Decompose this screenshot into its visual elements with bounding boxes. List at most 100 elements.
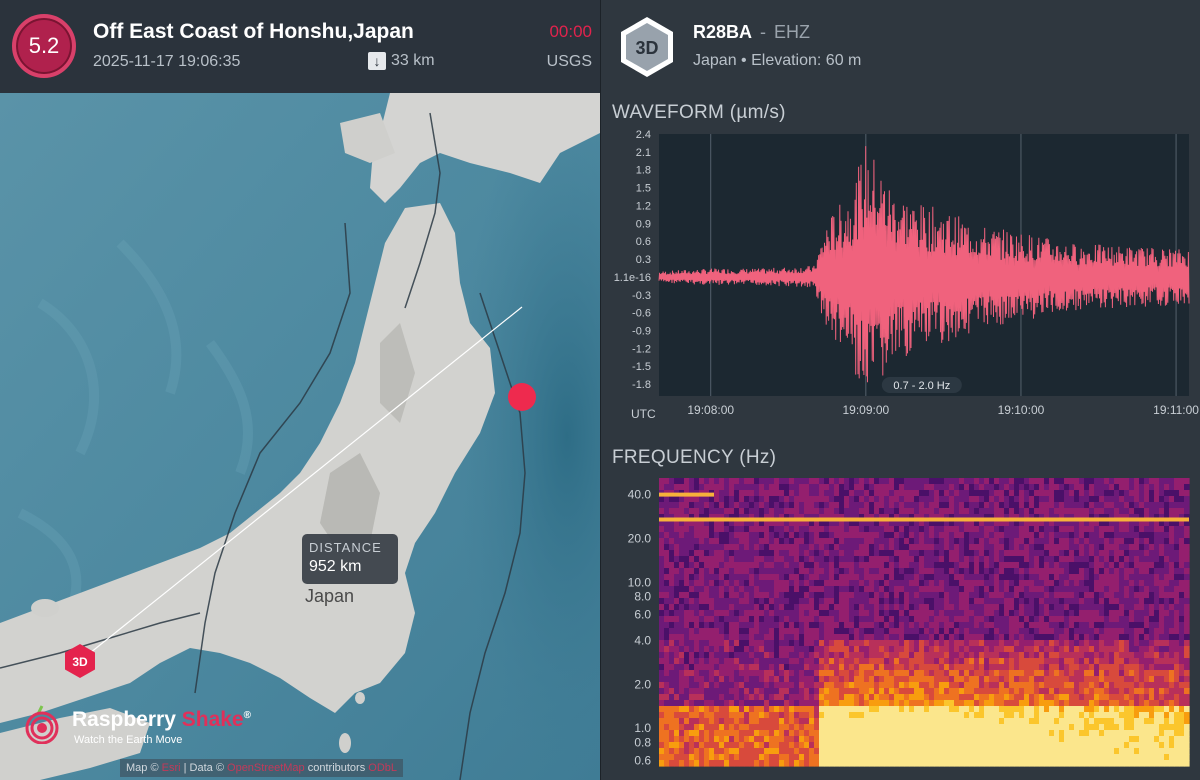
spectrogram-cell [964, 760, 970, 767]
spectrogram-cell [694, 538, 700, 545]
spectrogram-cell [864, 676, 870, 683]
spectrogram-cell [1039, 586, 1045, 593]
spectrogram-cell [844, 658, 850, 665]
spectrogram-cell [764, 598, 770, 605]
spectrogram-cell [1024, 700, 1030, 707]
spectrogram-cell [1079, 562, 1085, 569]
attribution-license-link[interactable]: ODbL [368, 762, 398, 774]
spectrogram-cell [1124, 664, 1130, 671]
spectrogram-cell [929, 664, 935, 671]
mountain-relief-north [380, 323, 415, 423]
spectrogram-cell [1064, 676, 1070, 683]
spectrogram-cell [864, 538, 870, 545]
spectrogram-cell [784, 718, 790, 725]
spectrogram-cell [664, 544, 670, 551]
spectrogram-cell [1024, 508, 1030, 515]
map-view[interactable]: DISTANCE 952 km Japan 3D Raspberry Shake… [0, 93, 600, 780]
spectrogram-cell [749, 604, 755, 611]
spectrogram-cell [1164, 592, 1170, 599]
spectrogram-cell [669, 592, 675, 599]
spectrogram-cell [884, 694, 890, 701]
spectrogram-cell [684, 544, 690, 551]
spectrogram-cell [879, 484, 885, 491]
spectrogram-cell [1159, 514, 1165, 521]
spectrogram-cell [844, 568, 850, 575]
spectrogram-cell [834, 508, 840, 515]
spectrogram-cell [944, 754, 950, 761]
spectrogram-cell [989, 748, 995, 755]
spectrogram-cell [684, 562, 690, 569]
spectrogram-cell [1154, 586, 1160, 593]
spectrogram-cell [839, 724, 845, 731]
spectrogram-cell [1109, 676, 1115, 683]
attribution-esri-link[interactable]: Esri [161, 762, 181, 774]
spectrogram-cell [1109, 490, 1115, 497]
spectrogram-cell [1114, 598, 1120, 605]
spectrogram-cell [1089, 556, 1095, 563]
spectrogram-cell [1039, 736, 1045, 743]
spectrogram-cell [684, 622, 690, 629]
spectrogram-cell [1049, 514, 1055, 521]
spectrogram-cell [954, 712, 960, 719]
spectrogram-cell [829, 502, 835, 509]
spectrogram-cell [744, 478, 750, 485]
spectrogram-cell [839, 760, 845, 767]
spectrogram-cell [1089, 670, 1095, 677]
spectrogram-cell [784, 736, 790, 743]
epicenter-marker[interactable] [508, 383, 536, 411]
spectrogram-cell [869, 748, 875, 755]
spectrogram-cell [1089, 676, 1095, 683]
spectrogram-cell [699, 700, 705, 707]
spectrogram-cell [844, 616, 850, 623]
spectrogram-cell [714, 718, 720, 725]
spectrogram-cell [794, 604, 800, 611]
spectrogram-cell [899, 748, 905, 755]
spectrogram-cell [709, 730, 715, 737]
spectrogram-cell [714, 622, 720, 629]
spectrogram-cell [1054, 598, 1060, 605]
spectrogram-cell [739, 664, 745, 671]
attribution-osm-link[interactable]: OpenStreetMap [227, 762, 305, 774]
spectrogram-cell [819, 622, 825, 629]
spectrogram-cell [709, 592, 715, 599]
spectrogram-cell [869, 502, 875, 509]
spectrogram-cell [1099, 754, 1105, 761]
station-header[interactable]: 3D R28BA - EHZ Japan • Elevation: 60 m [601, 0, 1200, 93]
spectrogram-cell [874, 562, 880, 569]
spectrogram-cell [819, 676, 825, 683]
spectrogram-cell [734, 520, 740, 527]
spectrogram-cell [924, 580, 930, 587]
spectrogram-cell [774, 688, 780, 695]
spectrogram-cell [659, 664, 665, 671]
spectrogram-chart[interactable]: 40.020.010.08.06.04.02.01.00.80.6 [601, 474, 1200, 774]
spectrogram-cell [699, 574, 705, 581]
waveform-chart[interactable]: 2.42.11.81.51.20.90.60.31.1e-16-0.3-0.6-… [601, 128, 1200, 428]
spectrogram-cell [829, 544, 835, 551]
spectrogram-cell [1029, 544, 1035, 551]
spectrogram-cell [789, 688, 795, 695]
spectrogram-cell [959, 670, 965, 677]
spectrogram-cell [844, 700, 850, 707]
spectrogram-cell [684, 604, 690, 611]
spectrogram-cell [1069, 682, 1075, 689]
spectrogram-cell [809, 712, 815, 719]
spectrogram-cell [859, 568, 865, 575]
spectrogram-cell [1049, 712, 1055, 719]
spectrogram-cell [699, 754, 705, 761]
spectrogram-cell [1004, 688, 1010, 695]
spectrogram-cell [789, 730, 795, 737]
spectrogram-cell [799, 712, 805, 719]
spectrogram-cell [1029, 688, 1035, 695]
spectrogram-cell [914, 682, 920, 689]
spectrogram-cell [1104, 622, 1110, 629]
spectrogram-cell [874, 718, 880, 725]
spectrogram-cell [674, 616, 680, 623]
spectrogram-cell [849, 706, 855, 713]
spectrogram-cell [1009, 736, 1015, 743]
station-marker[interactable]: 3D [62, 643, 98, 679]
event-header[interactable]: 5.2 Off East Coast of Honshu,Japan 2025-… [0, 0, 600, 93]
spectrogram-cell [894, 760, 900, 767]
spectrogram-cell [839, 676, 845, 683]
spectrogram-cell [824, 706, 830, 713]
spectrogram-cell [839, 478, 845, 485]
